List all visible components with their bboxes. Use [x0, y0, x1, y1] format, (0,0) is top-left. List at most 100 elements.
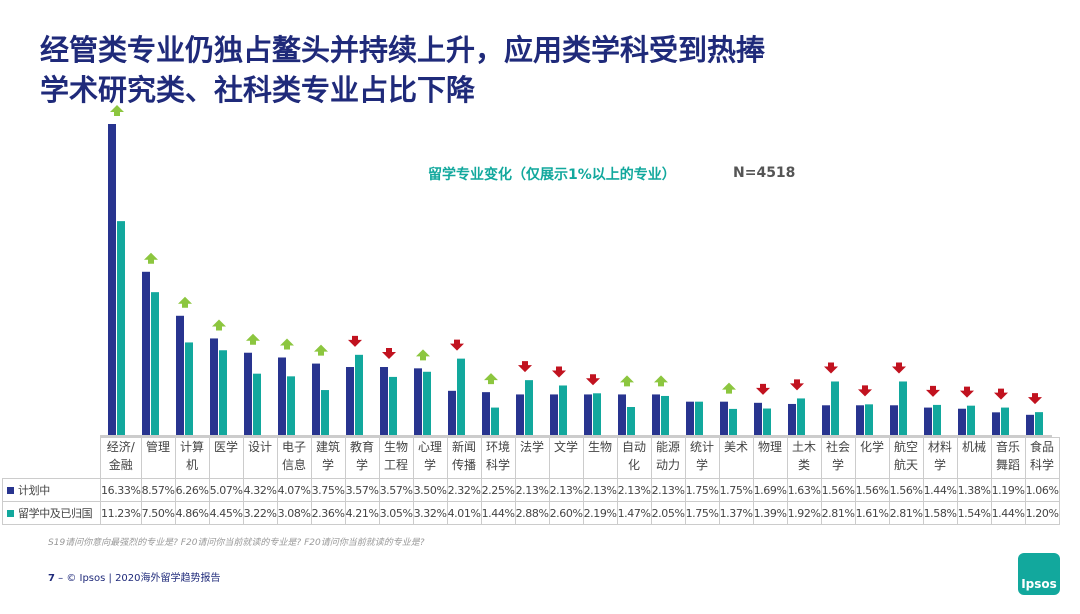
value-label: 1.54% — [956, 501, 992, 525]
value-label: 3.57% — [344, 478, 380, 502]
value-label: 1.37% — [718, 501, 754, 525]
bar — [210, 338, 218, 435]
bar — [321, 390, 329, 435]
value-label: 1.47% — [616, 501, 652, 525]
subtitle: 留学专业变化（仅展示1%以上的专业） — [428, 167, 676, 183]
trend-arrow — [994, 388, 1008, 400]
bar — [1001, 407, 1009, 435]
footer: 7 – © Ipsos | 2020海外留学趋势报告 — [48, 573, 221, 584]
value-label: 2.88% — [514, 501, 550, 525]
value-label: 1.44% — [990, 501, 1026, 525]
series-row: 计划中 16.33% 8.57% 6.26% 5.07% 4.32% 4.07% 3.75% 3… — [2, 478, 1060, 502]
bar — [720, 401, 728, 435]
bar — [797, 398, 805, 435]
x-tick-label: 生物工程 — [378, 437, 414, 479]
value-label: 1.38% — [956, 478, 992, 502]
bar — [414, 368, 422, 435]
bar — [219, 350, 227, 435]
value-label: 11.23% — [100, 501, 142, 525]
value-label: 1.56% — [854, 478, 890, 502]
value-label: 4.45% — [208, 501, 244, 525]
title: 经管类专业仍独占鳌头并持续上升，应用类学科受到热捧 学术研究类、社科类专业占比下降 — [40, 30, 765, 110]
value-label: 3.32% — [412, 501, 448, 525]
legend-swatch — [7, 510, 14, 517]
bar — [142, 271, 150, 435]
x-tick-label: 美术 — [718, 437, 754, 479]
x-tick-label: 经济/金融 — [100, 437, 142, 479]
trend-arrow — [722, 382, 736, 394]
value-label: 1.56% — [888, 478, 924, 502]
value-label: 1.44% — [922, 478, 958, 502]
value-label: 6.26% — [174, 478, 210, 502]
value-label: 1.75% — [684, 501, 720, 525]
sample-size: N=4518 — [733, 165, 796, 181]
bar — [525, 380, 533, 435]
bar — [627, 407, 635, 435]
trend-arrow — [246, 333, 260, 345]
trend-arrow — [926, 385, 940, 397]
x-tick-label: 计算机 — [174, 437, 210, 479]
value-label: 16.33% — [100, 478, 142, 502]
x-tick-label: 航空航天 — [888, 437, 924, 479]
value-label: 2.13% — [514, 478, 550, 502]
bar — [763, 408, 771, 435]
legend-label: 留学中及已归国 — [18, 507, 93, 520]
trend-arrow — [484, 373, 498, 385]
value-label: 2.19% — [582, 501, 618, 525]
x-tick-label: 社会学 — [820, 437, 856, 479]
value-label: 1.92% — [786, 501, 822, 525]
legend-label: 计划中 — [18, 484, 50, 497]
trend-arrow — [348, 335, 362, 347]
bar — [355, 354, 363, 435]
value-label: 2.13% — [650, 478, 686, 502]
trend-arrow — [450, 339, 464, 351]
logo: Ipsos — [1018, 553, 1060, 595]
value-label: 4.86% — [174, 501, 210, 525]
bar — [185, 342, 193, 435]
bar — [244, 352, 252, 435]
bar — [380, 367, 388, 435]
bar — [117, 221, 125, 435]
bar — [661, 395, 669, 435]
bar — [423, 371, 431, 435]
trend-arrow — [790, 379, 804, 391]
bar — [1026, 414, 1034, 435]
bar — [652, 394, 660, 435]
trend-arrow — [314, 344, 328, 356]
x-tick-label: 生物 — [582, 437, 618, 479]
value-label: 2.13% — [582, 478, 618, 502]
bar — [389, 376, 397, 435]
bar — [890, 405, 898, 435]
bar — [278, 357, 286, 435]
bar — [108, 124, 116, 435]
bar — [346, 367, 354, 435]
x-tick-label: 新闻传播 — [446, 437, 482, 479]
trend-arrow — [960, 386, 974, 398]
bar — [253, 373, 261, 435]
trend-arrow — [858, 385, 872, 397]
trend-arrow — [892, 362, 906, 374]
trend-arrow — [824, 362, 838, 374]
trend-arrow — [144, 252, 158, 264]
x-tick-label: 食品科学 — [1024, 437, 1060, 479]
note: S19请问你意向最强烈的专业是? F20请问你当前就读的专业是? F20请问你当… — [48, 538, 425, 548]
bar — [559, 385, 567, 435]
series-row: 留学中及已归国 11.23% 7.50% 4.86% 4.45% 3.22% 3.08% 2.… — [2, 501, 1060, 525]
trend-arrow — [552, 366, 566, 378]
legend-entry: 留学中及已归国 — [2, 501, 101, 525]
x-tick-label: 文学 — [548, 437, 584, 479]
value-label: 1.58% — [922, 501, 958, 525]
value-label: 4.32% — [242, 478, 278, 502]
x-tick-label: 医学 — [208, 437, 244, 479]
value-label: 1.61% — [854, 501, 890, 525]
x-tick-label: 法学 — [514, 437, 550, 479]
corner — [3, 438, 101, 479]
value-label: 1.39% — [752, 501, 788, 525]
value-label: 3.08% — [276, 501, 312, 525]
bar — [448, 390, 456, 435]
value-label: 1.20% — [1024, 501, 1060, 525]
bar — [686, 401, 694, 435]
value-label: 7.50% — [140, 501, 176, 525]
title-line: 经管类专业仍独占鳌头并持续上升，应用类学科受到热捧 — [40, 33, 766, 67]
legend-entry: 计划中 — [2, 478, 101, 502]
